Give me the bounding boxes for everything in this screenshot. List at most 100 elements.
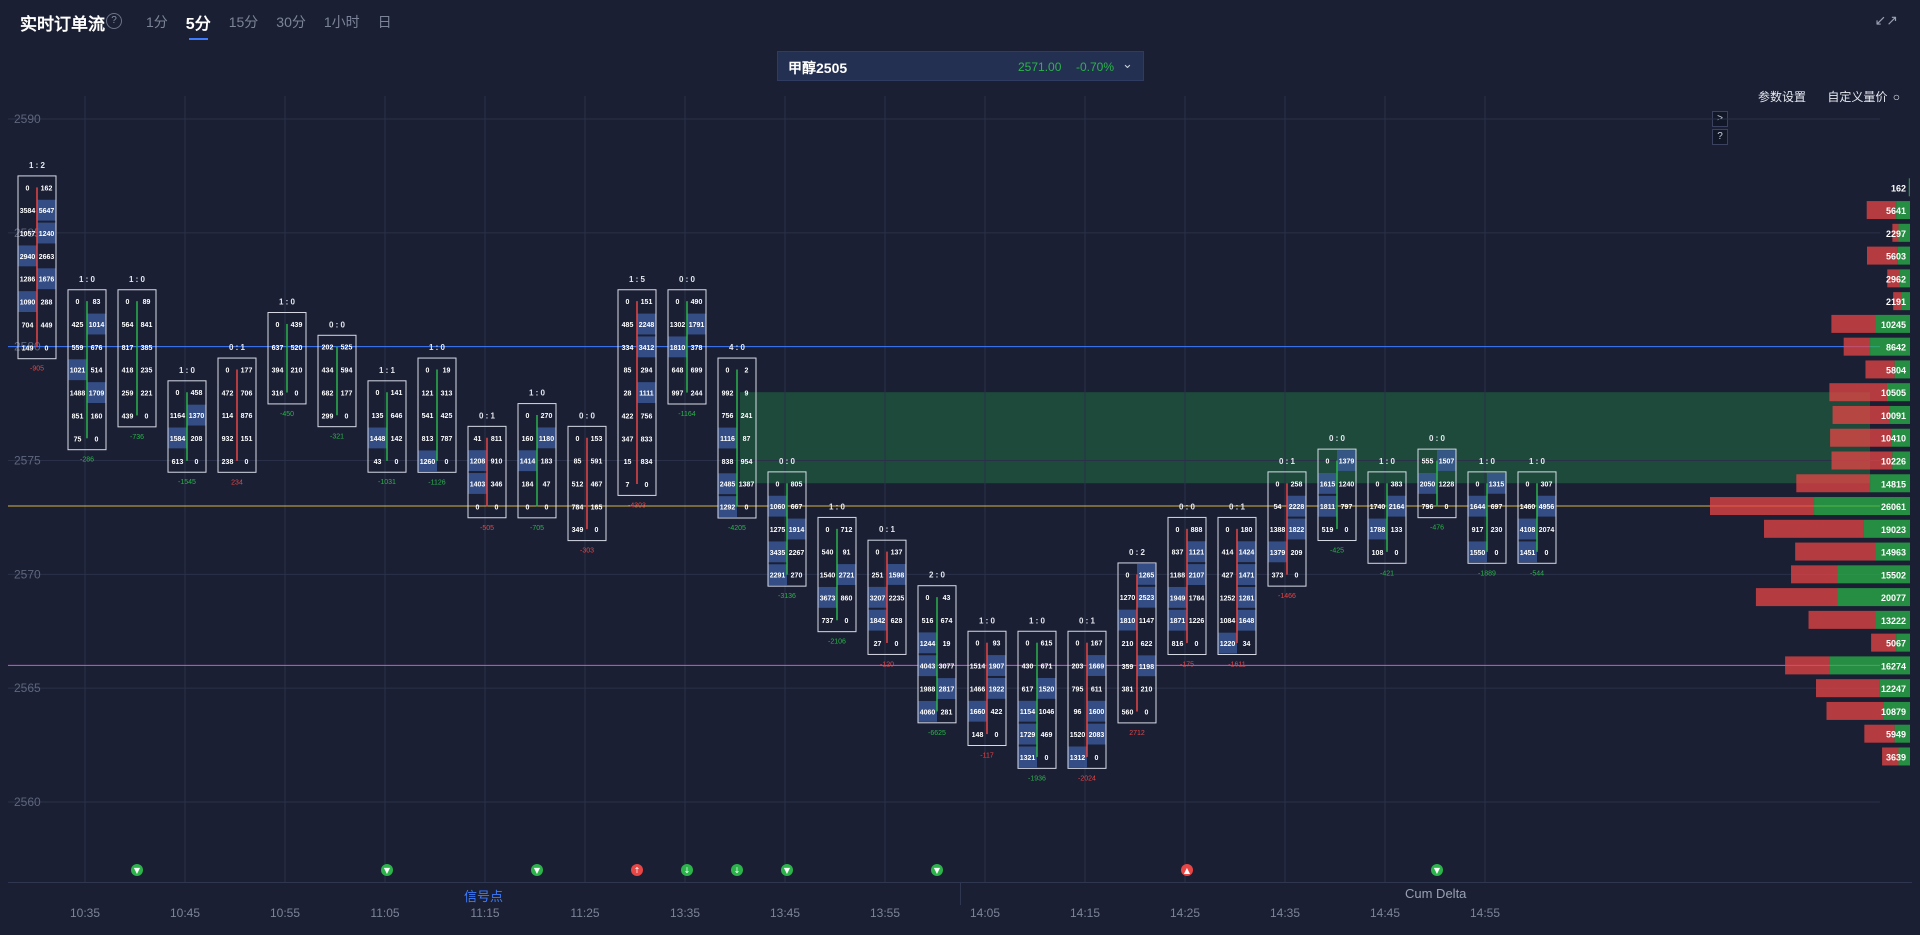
cell-bid-volume: 992 [722, 390, 734, 397]
cell-ask-volume: 307 [1541, 481, 1553, 488]
time-tick-label: 14:55 [1469, 906, 1501, 920]
volume-profile-sell [1796, 474, 1871, 493]
time-axis: 10:35 10:45 10:55 11:05 11:15 11:25 13:35 13:45… [0, 906, 1920, 926]
cell-ask-volume: 2164 [1389, 504, 1405, 511]
footprint-candle: 2 : 0 0 43 516 674 1244 19 4043 3077 1988 2817 4060… [917, 571, 957, 737]
cell-bid-volume: 838 [722, 459, 734, 466]
cell-bid-volume: 648 [672, 368, 684, 375]
cell-ask-volume: 1265 [1139, 572, 1155, 579]
cell-bid-volume: 564 [122, 322, 134, 329]
cell-ask-volume: 860 [841, 595, 853, 602]
cell-bid-volume: 149 [22, 345, 34, 352]
candle-ratio-label: 1 : 0 [829, 502, 846, 511]
cell-highlight [1187, 564, 1206, 585]
candle-box [1017, 630, 1057, 769]
cell-highlight [1137, 586, 1156, 608]
cell-bid-volume: 516 [922, 618, 934, 625]
time-tick-label: 13:55 [869, 906, 901, 920]
help-panel-button[interactable]: ? [1712, 129, 1728, 145]
cell-bid-volume: 519 [1322, 527, 1334, 534]
cell-bid-volume: 756 [722, 413, 734, 420]
candle-ratio-label: 1 : 1 [379, 366, 396, 375]
footprint-candle: 1 : 0 0 439 637 520 394 210 316 0 -450 [267, 298, 307, 418]
collapse-arrows-icon[interactable]: ↙↗ [1874, 12, 1898, 28]
cell-ask-volume: 177 [241, 367, 253, 374]
cell-bid-volume: 1321 [1020, 755, 1036, 762]
cell-bid-volume: 560 [1122, 709, 1134, 716]
signal-marker: ▼ [131, 864, 143, 876]
tab-timeframe-0[interactable]: 1分 [146, 14, 168, 30]
custom-volume-label: 自定义量价 [1827, 90, 1888, 104]
cell-ask-volume: 2523 [1139, 595, 1155, 602]
cell-ask-volume: 19 [943, 641, 951, 648]
cell-ask-volume: 313 [441, 390, 453, 397]
cell-ask-volume: 0 [1395, 550, 1399, 557]
symbol-selector[interactable]: 甲醇2505 2571.00 -0.70% ⌄ [777, 51, 1144, 81]
cell-ask-volume: 270 [791, 573, 803, 580]
signal-icon: ▼ [384, 866, 391, 875]
cell-bid-volume: 75 [74, 436, 82, 443]
cell-ask-volume: 525 [341, 345, 353, 352]
cell-highlight [168, 427, 187, 449]
cell-ask-volume: 0 [95, 436, 99, 443]
cell-bid-volume: 559 [72, 345, 84, 352]
signal-marker: ▲ [1181, 864, 1193, 876]
candle-ratio-label: 1 : 0 [1379, 457, 1396, 466]
cell-bid-volume: 1220 [1220, 641, 1236, 648]
candle-box [567, 425, 607, 542]
cell-ask-volume: 1914 [789, 527, 805, 534]
cell-ask-volume: 209 [1291, 550, 1303, 557]
cell-bid-volume: 1090 [20, 300, 36, 307]
candle-box [1467, 471, 1507, 564]
cell-ask-volume: 4956 [1539, 504, 1555, 511]
candle-ratio-label: 1 : 0 [79, 275, 96, 284]
cell-bid-volume: 0 [526, 413, 530, 420]
footprint-candle: 0 : 0 0 888 837 1121 1188 2107 1949 1784 1871 1226… [1167, 502, 1207, 669]
candle-ratio-label: 0 : 2 [1129, 548, 1146, 557]
tab-timeframe-4[interactable]: 1小时 [323, 14, 360, 30]
cell-bid-volume: 1488 [70, 391, 86, 398]
cell-highlight [1087, 700, 1106, 722]
cell-ask-volume: 615 [1041, 641, 1053, 648]
signal-dot [731, 864, 743, 876]
tab-timeframe-2[interactable]: 15分 [228, 14, 259, 30]
help-icon[interactable]: ? [106, 13, 122, 29]
cell-bid-volume: 1451 [1520, 550, 1536, 557]
tab-timeframe-1[interactable]: 5分 [186, 10, 211, 40]
cell-bid-volume: 414 [1222, 550, 1234, 557]
cell-ask-volume: 1315 [1489, 481, 1505, 488]
cell-highlight [1518, 541, 1537, 563]
volume-profile-sell [1808, 610, 1876, 629]
cell-bid-volume: 1116 [720, 436, 735, 443]
volume-profile-sell [1710, 497, 1815, 516]
cell-highlight [68, 359, 87, 381]
cell-bid-volume: 0 [376, 390, 380, 397]
time-tick-label: 14:15 [1069, 906, 1101, 920]
footprint-candle: 0 : 0 0 490 1302 1791 1810 378 648 699 997 244 -116… [667, 275, 707, 418]
cell-bid-volume: 4043 [920, 664, 936, 671]
volume-profile-label: 5603 [1886, 252, 1906, 262]
volume-profile-sell [1830, 428, 1892, 447]
chevron-down-icon[interactable]: ⌄ [1122, 56, 1133, 71]
volume-profile-label: 5641 [1886, 206, 1906, 216]
tab-timeframe-5[interactable]: 日 [377, 14, 392, 30]
candle-delta-label: -321 [330, 434, 344, 441]
cell-bid-volume: 617 [1022, 686, 1034, 693]
cell-ask-volume: 1121 [1189, 550, 1204, 557]
candle-box [1267, 471, 1307, 587]
candle-box [117, 289, 157, 428]
volume-profile-buy [1879, 679, 1910, 698]
tab-cum-delta[interactable]: Cum Delta [1405, 886, 1467, 901]
tab-signals[interactable]: 信号点 [464, 889, 504, 904]
cell-ask-volume: 876 [241, 413, 253, 420]
cell-ask-volume: 1111 [639, 391, 654, 398]
custom-volume-link[interactable]: 自定义量价 ○ [1827, 90, 1900, 104]
cell-bid-volume: 2291 [770, 573, 786, 580]
cell-ask-volume: 5647 [39, 208, 55, 215]
volume-profile-buy [1897, 246, 1910, 265]
time-tick-label: 11:15 [470, 906, 500, 920]
volume-profile-buy [1898, 747, 1910, 766]
tab-timeframe-3[interactable]: 30分 [276, 14, 306, 30]
params-settings-link[interactable]: 参数设置 [1758, 90, 1807, 104]
cell-ask-volume: 87 [743, 436, 751, 443]
